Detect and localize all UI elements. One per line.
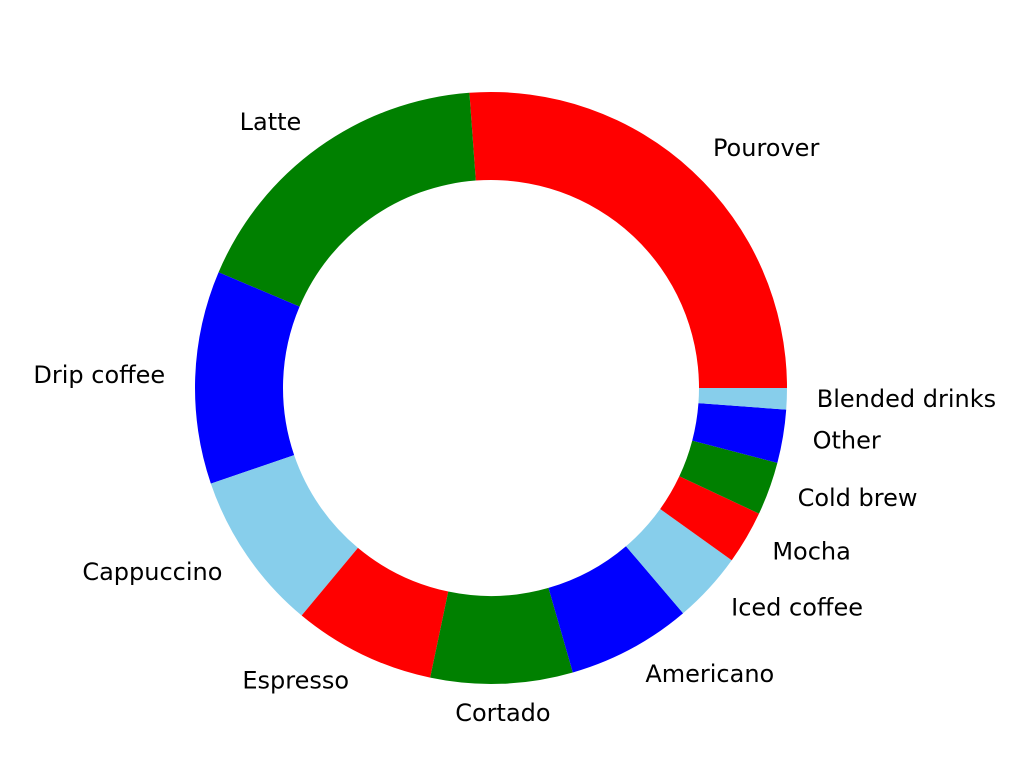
slice-cortado	[430, 587, 573, 685]
slice-label-espresso: Espresso	[242, 666, 349, 694]
slice-label-cold-brew: Cold brew	[798, 484, 918, 512]
slice-blended-drinks	[698, 388, 788, 410]
slice-iced-coffee	[625, 509, 732, 614]
slice-label-pourover: Pourover	[713, 134, 820, 162]
slices-group	[195, 91, 788, 685]
slice-cappuccino	[210, 455, 358, 616]
slice-espresso	[301, 547, 449, 678]
slice-label-drip-coffee: Drip coffee	[33, 361, 165, 389]
slice-label-americano: Americano	[645, 660, 774, 688]
slice-label-mocha: Mocha	[772, 538, 851, 566]
slice-label-cortado: Cortado	[455, 699, 550, 727]
slice-americano	[548, 546, 684, 673]
slice-pourover	[469, 91, 787, 389]
labels-group: Pourover Latte Drip coffee Cappuccino Espres…	[33, 108, 996, 727]
slice-label-latte: Latte	[240, 108, 302, 136]
slice-other	[692, 403, 787, 463]
slice-mocha	[660, 476, 760, 561]
slice-label-other: Other	[813, 426, 881, 454]
slice-latte	[218, 92, 476, 307]
slice-label-iced-coffee: Iced coffee	[731, 593, 863, 621]
slice-drip-coffee	[195, 272, 300, 484]
slice-cold-brew	[679, 440, 778, 514]
slice-label-blended-drinks: Blended drinks	[817, 385, 996, 413]
slice-label-cappuccino: Cappuccino	[82, 558, 222, 586]
